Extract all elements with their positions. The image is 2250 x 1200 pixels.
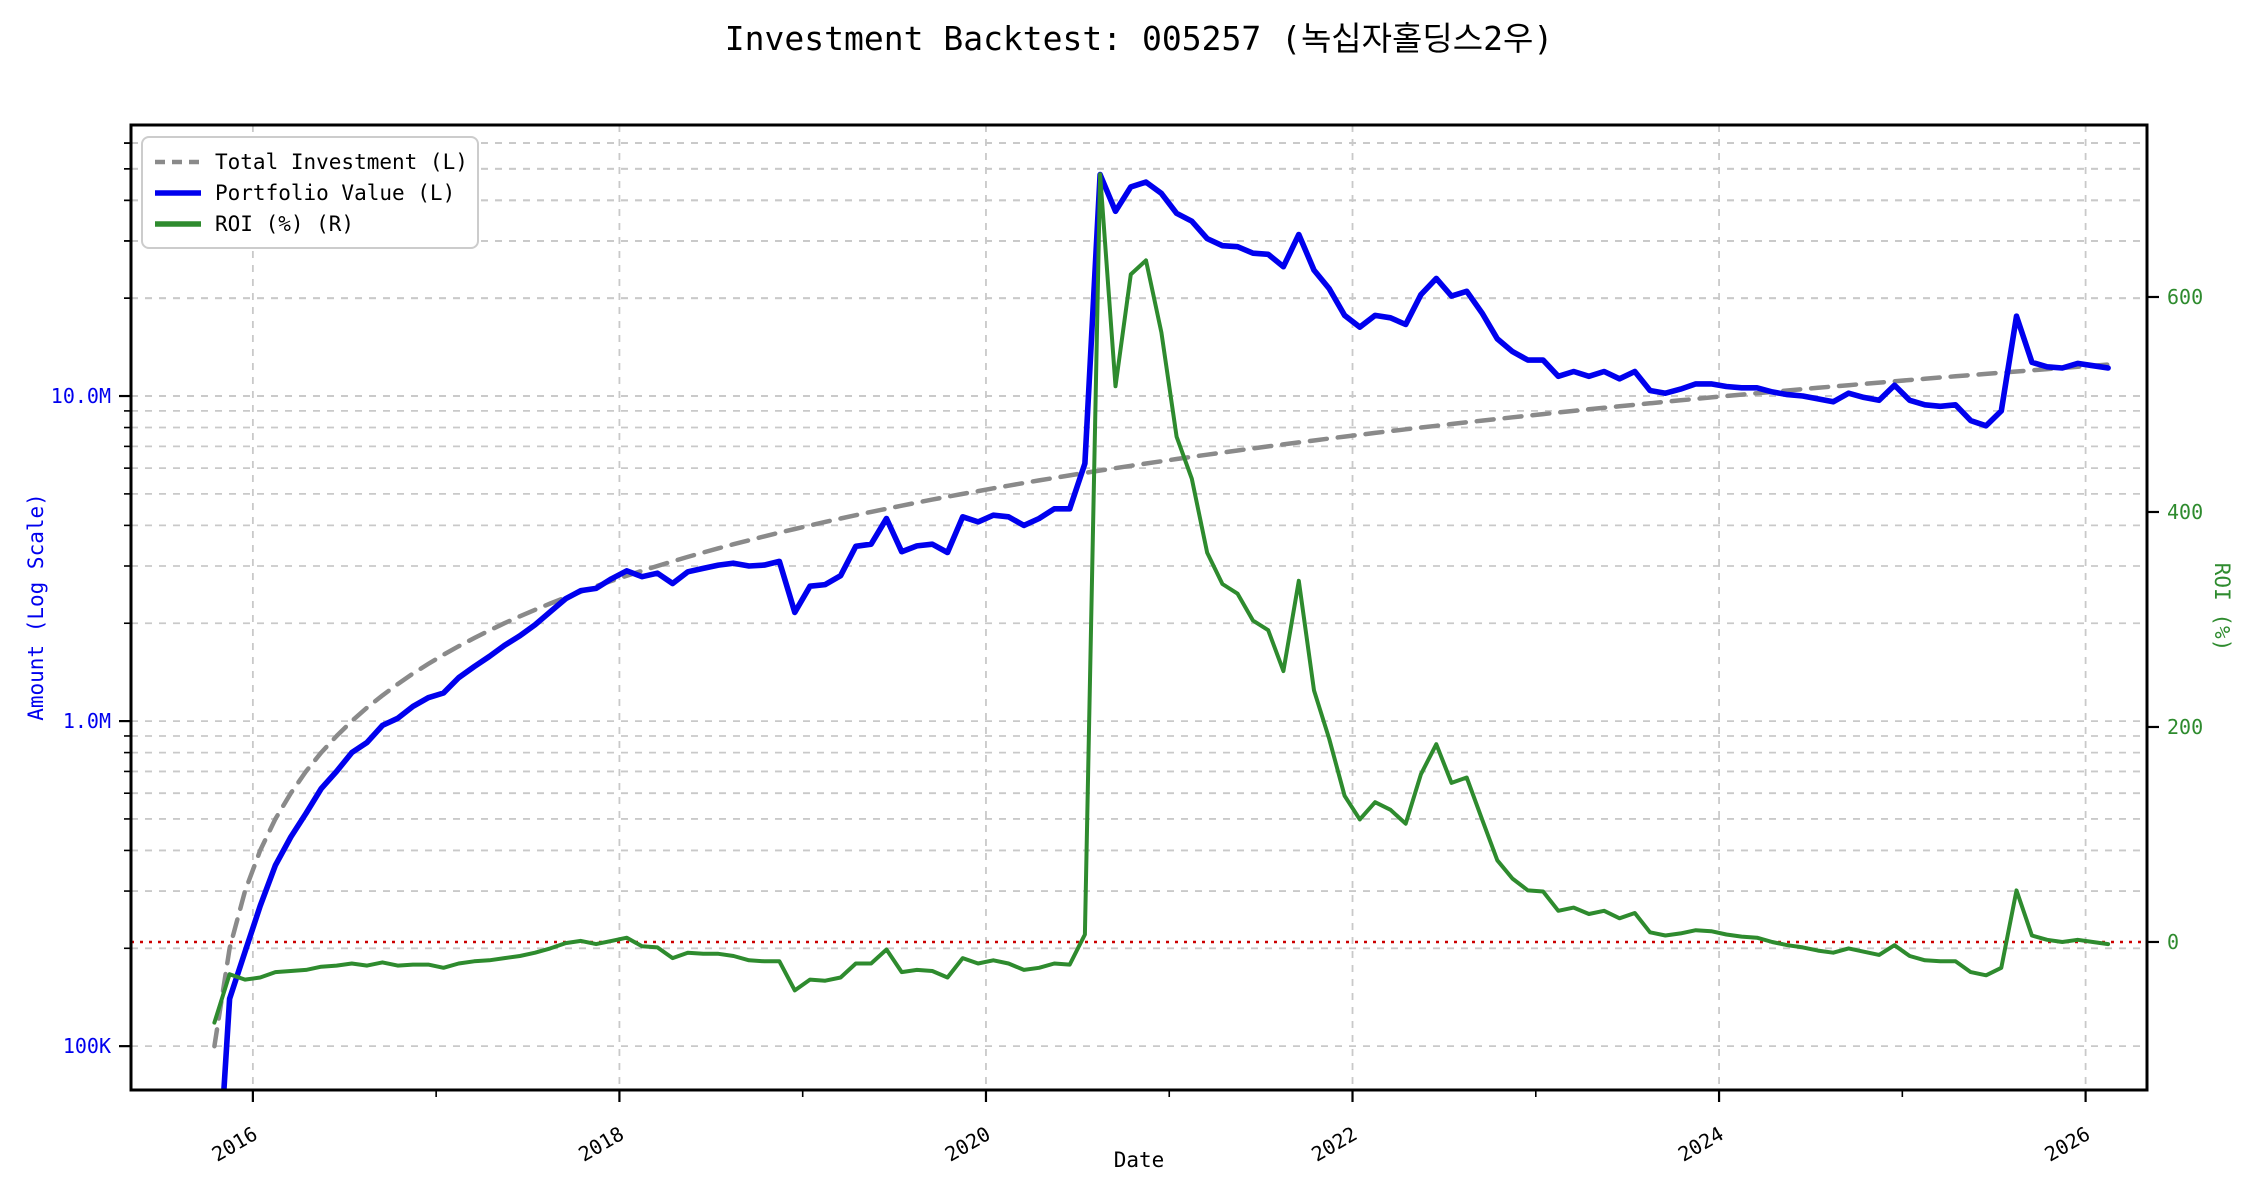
- y-right-tick-label: 400: [2167, 500, 2203, 524]
- legend-swatch-solid-line: [155, 189, 201, 196]
- tick-marks: [119, 142, 2159, 1102]
- gridlines: [131, 125, 2147, 1090]
- series-lines: [212, 171, 2111, 1090]
- y-axis-label-left: Amount (Log Scale): [24, 493, 48, 721]
- chart-title: Investment Backtest: 005257 (녹십자홀딩스2우): [724, 19, 1554, 58]
- y-right-tick-label: 600: [2167, 285, 2203, 309]
- series-portfolio-value: [221, 171, 2111, 1090]
- legend-label: Total Investment (L): [215, 149, 468, 174]
- legend-item-2: ROI (%) (R): [155, 208, 465, 239]
- y-left-tick-label: 10.0M: [51, 384, 111, 408]
- x-axis-label: Date: [1113, 1148, 1165, 1172]
- series-total-investment: [212, 362, 2111, 1049]
- legend-label: Portfolio Value (L): [215, 180, 456, 205]
- legend-label: ROI (%) (R): [215, 211, 355, 236]
- legend-item-0: Total Investment (L): [155, 146, 468, 177]
- series-roi: [212, 172, 2111, 1025]
- legend-item-1: Portfolio Value (L): [155, 177, 465, 208]
- legend: Total Investment (L) Portfolio Value (L) R…: [141, 136, 479, 249]
- legend-swatch-solid-line: [155, 220, 201, 227]
- y-left-tick-label: 100K: [63, 1034, 111, 1058]
- plot-border: [129, 123, 2149, 1092]
- y-right-tick-label: 0: [2167, 930, 2179, 954]
- y-left-tick-label: 1.0M: [63, 709, 111, 733]
- y-axis-label-right: ROI (%): [2210, 562, 2234, 652]
- legend-swatch-dashed-line: [155, 159, 201, 164]
- y-right-tick-label: 200: [2167, 715, 2203, 739]
